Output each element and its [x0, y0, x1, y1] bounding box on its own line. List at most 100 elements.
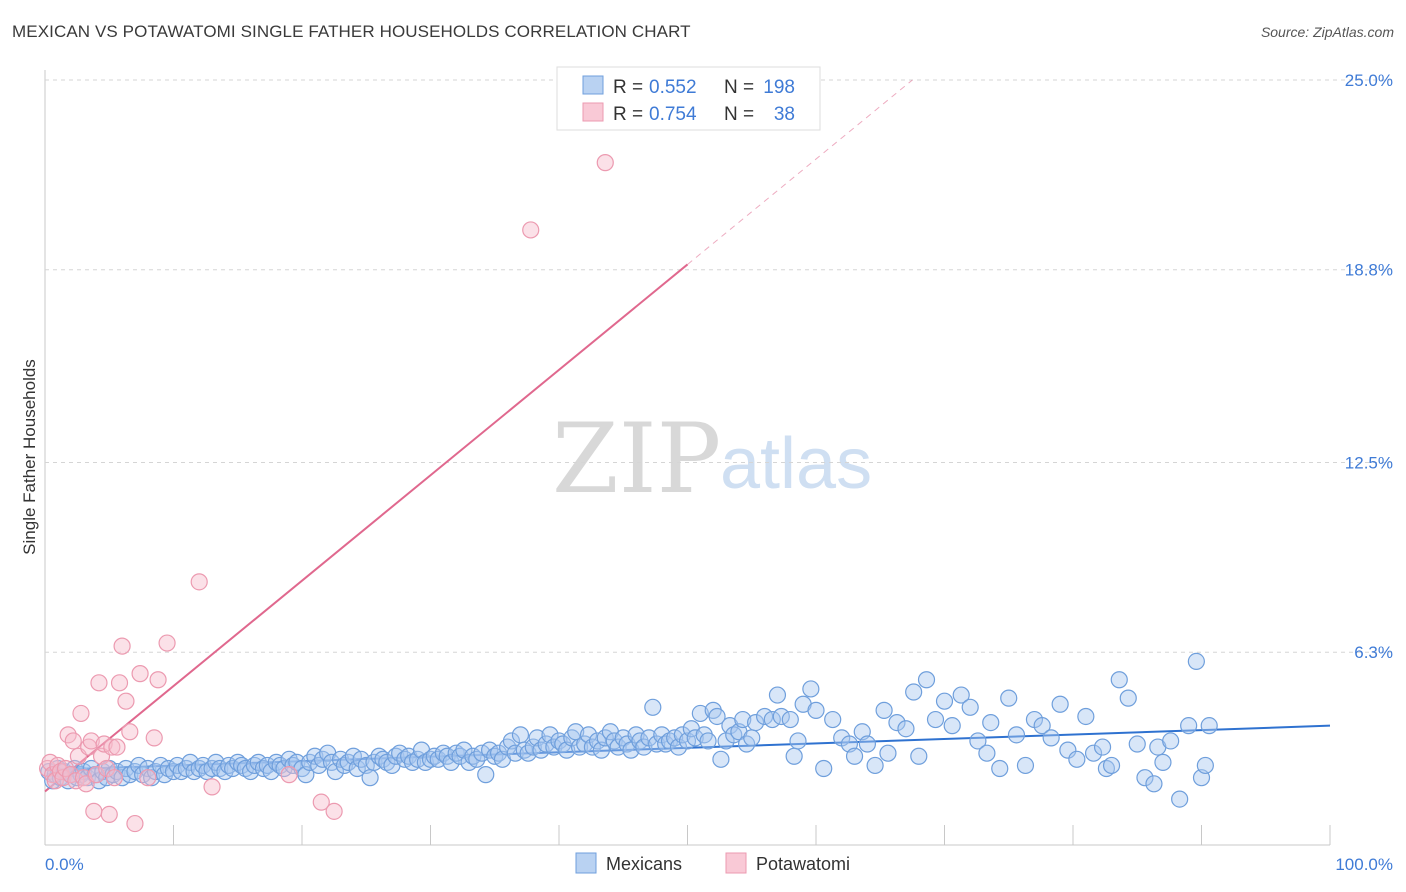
- point-mexicans: [416, 753, 434, 771]
- point-mexicans: [961, 698, 979, 716]
- point-mexicans: [1128, 735, 1146, 753]
- trend-line-mexicans: [44, 724, 1331, 772]
- point-mexicans: [926, 710, 945, 729]
- point-mexicans: [506, 744, 524, 762]
- point-mexicans: [824, 710, 842, 729]
- point-potawatomi: [90, 674, 108, 692]
- point-mexicans: [635, 738, 653, 756]
- point-mexicans: [781, 710, 799, 729]
- point-potawatomi: [139, 769, 157, 787]
- point-mexicans: [442, 753, 460, 771]
- y-tick-label: 12.5%: [1345, 454, 1393, 473]
- point-mexicans: [943, 717, 961, 735]
- watermark-zip: ZIP: [552, 403, 721, 515]
- point-mexicans: [511, 726, 530, 744]
- point-mexicans: [1119, 689, 1137, 707]
- y-tick-label: 18.8%: [1345, 261, 1393, 280]
- point-mexicans: [1187, 652, 1205, 671]
- point-mexicans: [198, 762, 216, 781]
- point-mexicans: [768, 686, 787, 704]
- point-mexicans: [969, 732, 987, 750]
- point-potawatomi: [325, 802, 343, 820]
- point-mexicans: [897, 720, 915, 738]
- legend-r-label-mexicans: R =: [613, 77, 643, 98]
- point-potawatomi: [522, 221, 540, 239]
- point-mexicans: [789, 732, 807, 750]
- point-mexicans: [1154, 753, 1172, 771]
- legend-r-label-potawatomi: R =: [613, 104, 643, 125]
- point-mexicans: [888, 713, 906, 732]
- point-mexicans: [1097, 759, 1116, 778]
- point-potawatomi: [131, 665, 149, 683]
- point-mexicans: [866, 756, 884, 775]
- point-mexicans: [211, 759, 229, 778]
- point-potawatomi: [158, 634, 176, 652]
- point-mexicans: [159, 759, 177, 778]
- point-mexicans: [1171, 790, 1189, 808]
- trend-line-potawatomi: [44, 263, 689, 793]
- point-potawatomi: [105, 769, 123, 787]
- chart-title: MEXICAN VS POTAWATOMI SINGLE FATHER HOUS…: [12, 22, 691, 41]
- point-mexicans: [1051, 695, 1069, 713]
- point-potawatomi: [100, 805, 118, 824]
- legend-r-value-mexicans: 0.552: [649, 77, 697, 98]
- y-tick-label: 6.3%: [1354, 643, 1393, 662]
- point-potawatomi: [203, 778, 221, 796]
- series-legend-swatch-potawatomi: [725, 852, 747, 874]
- point-mexicans: [845, 747, 864, 765]
- point-mexicans: [1110, 671, 1128, 689]
- point-mexicans: [262, 762, 280, 781]
- point-mexicans: [982, 713, 1000, 732]
- data-points: [38, 154, 1218, 833]
- point-mexicans: [1084, 744, 1103, 762]
- point-mexicans: [1007, 726, 1026, 744]
- point-potawatomi: [113, 637, 131, 655]
- point-potawatomi: [117, 692, 135, 710]
- point-potawatomi: [280, 766, 298, 784]
- point-mexicans: [691, 704, 709, 723]
- point-mexicans: [917, 671, 936, 689]
- point-mexicans: [1102, 756, 1121, 775]
- y-axis-label: Single Father Households: [20, 359, 39, 555]
- point-mexicans: [622, 741, 640, 759]
- watermark-atlas: atlas: [720, 424, 872, 504]
- point-mexicans: [978, 744, 996, 762]
- series-legend-label-mexicans: Mexicans: [606, 854, 682, 874]
- point-mexicans: [185, 762, 203, 781]
- legend-n-value-mexicans: 198: [763, 77, 795, 98]
- point-mexicans: [570, 738, 589, 756]
- point-potawatomi: [108, 738, 126, 756]
- series-legend-swatch-mexicans: [575, 852, 597, 874]
- point-mexicans: [858, 735, 877, 753]
- legend-swatch-mexicans: [582, 75, 604, 95]
- point-potawatomi: [103, 738, 121, 756]
- point-mexicans: [1145, 775, 1163, 793]
- point-mexicans: [734, 710, 752, 729]
- point-mexicans: [875, 701, 893, 719]
- source-label: Source: ZipAtlas.com: [1260, 24, 1394, 40]
- point-potawatomi: [145, 729, 163, 747]
- point-mexicans: [1000, 689, 1018, 707]
- point-mexicans: [322, 753, 341, 771]
- point-mexicans: [172, 762, 190, 781]
- trend-lines: [44, 79, 1331, 793]
- point-mexicans: [378, 753, 396, 771]
- point-mexicans: [1033, 717, 1051, 735]
- point-mexicans: [699, 732, 717, 750]
- point-mexicans: [477, 766, 495, 784]
- point-mexicans: [747, 713, 765, 732]
- point-potawatomi: [312, 793, 330, 811]
- y-tick-labels: 6.3% 12.5% 18.8% 25.0%: [1345, 71, 1393, 662]
- x-tick-label-min: 0.0%: [45, 855, 84, 874]
- point-potawatomi: [64, 732, 82, 750]
- point-mexicans: [181, 753, 199, 771]
- y-tick-label: 25.0%: [1345, 71, 1393, 90]
- point-mexicans: [1200, 717, 1218, 735]
- point-potawatomi: [87, 766, 106, 784]
- legend-r-value-potawatomi: 0.754: [649, 104, 697, 125]
- point-potawatomi: [596, 154, 614, 172]
- point-potawatomi: [82, 732, 100, 750]
- point-mexicans: [648, 735, 666, 753]
- point-mexicans: [686, 729, 704, 747]
- legend-n-label-mexicans: N =: [724, 77, 754, 98]
